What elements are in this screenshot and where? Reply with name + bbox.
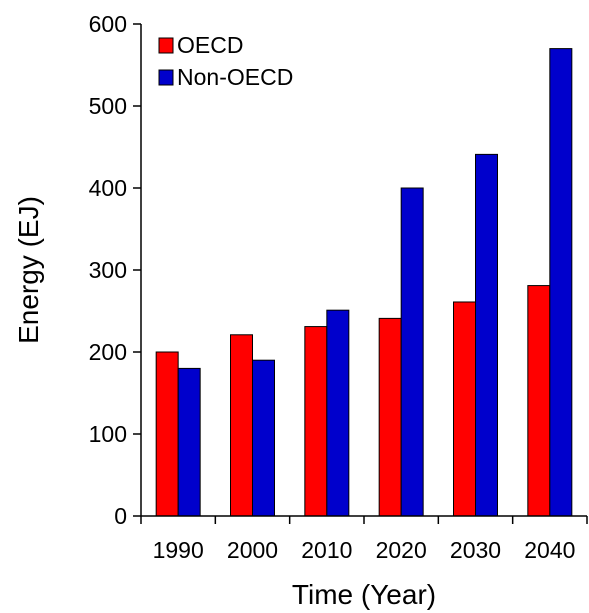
- bar-non-oecd-2000: [252, 359, 275, 517]
- x-axis-ticks: 1990 2000 2010 2020 2030 2040: [140, 516, 588, 563]
- y-axis-title: Energy (EJ): [13, 196, 44, 344]
- bar-oecd-2020: [378, 317, 402, 517]
- legend-swatch: [158, 37, 174, 54]
- legend-label: Non-OECD: [177, 64, 293, 90]
- y-tick-label: 500: [89, 93, 127, 119]
- x-tick-label: 2000: [227, 537, 278, 563]
- bar-non-oecd-2040: [549, 48, 573, 517]
- bar-non-oecd-2010: [326, 309, 350, 517]
- legend-swatch: [158, 69, 174, 86]
- y-tick-label: 300: [89, 257, 127, 283]
- x-tick-label: 1990: [153, 537, 204, 563]
- x-axis-title: Time (Year): [292, 579, 436, 610]
- x-tick-label: 2020: [376, 537, 427, 563]
- y-tick-label: 200: [89, 339, 127, 365]
- x-tick-label: 2030: [450, 537, 501, 563]
- bar-oecd-2010: [304, 326, 328, 517]
- x-tick-label: 2010: [301, 537, 352, 563]
- bar-oecd-1990: [155, 351, 179, 517]
- y-tick-label: 400: [89, 175, 127, 201]
- x-tick-label: 2040: [524, 537, 575, 563]
- bar-non-oecd-2020: [400, 187, 424, 517]
- y-axis-ticks: 0 100 200 300 400 500 600: [89, 11, 141, 529]
- legend: OECD Non-OECD: [158, 32, 293, 90]
- bar-oecd-2040: [527, 285, 551, 517]
- bar-non-oecd-1990: [177, 367, 201, 517]
- y-tick-label: 100: [89, 421, 127, 447]
- y-tick-label: 600: [89, 11, 127, 37]
- legend-label: OECD: [177, 32, 243, 58]
- bar-oecd-2030: [453, 301, 476, 517]
- bars: [155, 48, 573, 517]
- y-tick-label: 0: [114, 503, 127, 529]
- bar-non-oecd-2030: [475, 153, 498, 517]
- bar-oecd-2000: [230, 334, 253, 517]
